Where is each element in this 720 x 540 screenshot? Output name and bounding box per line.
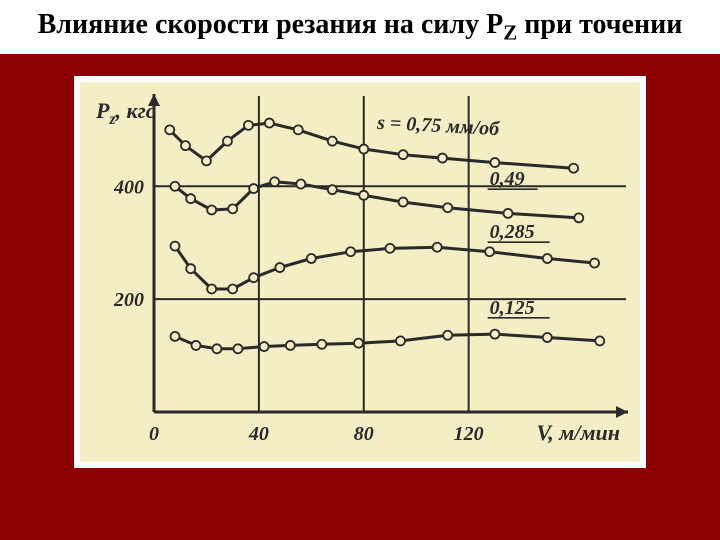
svg-text:0,49: 0,49 xyxy=(490,168,525,190)
svg-text:0,125: 0,125 xyxy=(490,297,535,319)
cutting-force-chart: 04080120200400Pz, кгсV, м/минs = 0,75 мм… xyxy=(80,82,640,462)
svg-text:40: 40 xyxy=(248,423,269,445)
svg-text:400: 400 xyxy=(113,176,144,198)
svg-text:0: 0 xyxy=(149,423,159,445)
svg-text:80: 80 xyxy=(354,423,374,445)
chart-frame: 04080120200400Pz, кгсV, м/минs = 0,75 мм… xyxy=(74,76,646,468)
chart-container: 04080120200400Pz, кгсV, м/минs = 0,75 мм… xyxy=(0,76,720,468)
svg-text:V, м/мин: V, м/мин xyxy=(536,420,620,445)
svg-text:200: 200 xyxy=(113,289,144,311)
svg-text:120: 120 xyxy=(454,423,484,445)
svg-text:0,285: 0,285 xyxy=(490,221,535,243)
page-title: Влияние скорости резания на силу PZ при … xyxy=(0,0,720,54)
